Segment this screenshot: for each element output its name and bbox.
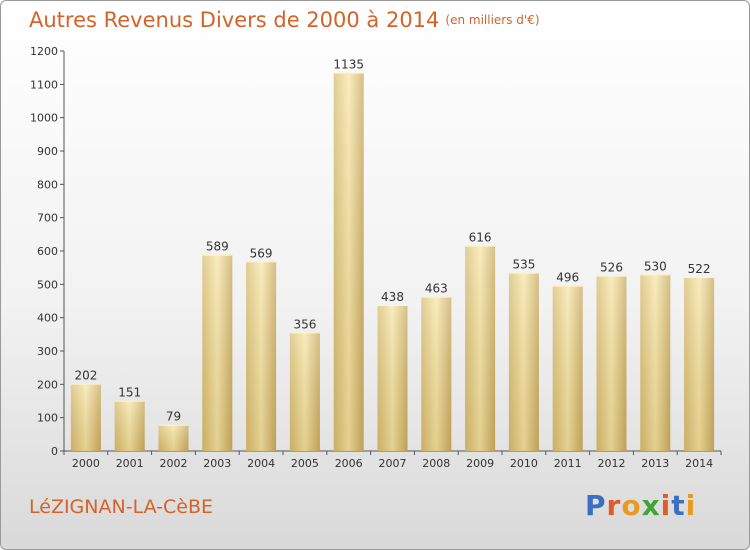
bar-value-label: 1135 — [333, 58, 364, 72]
bar-value-label: 496 — [556, 271, 579, 285]
bar-shade — [640, 274, 671, 451]
y-tick-label: 500 — [37, 278, 58, 291]
x-tick-label: 2006 — [335, 457, 363, 470]
x-tick-label: 2013 — [641, 457, 669, 470]
y-tick-label: 1000 — [30, 112, 58, 125]
bar-shade — [246, 261, 277, 451]
axes: 0 100 200 300 400 500 600 700 800 900 1000 1100 1200 — [30, 45, 722, 458]
bar-shade — [508, 272, 539, 451]
y-tick-label: 400 — [37, 312, 58, 325]
x-tick-label: 2000 — [72, 457, 100, 470]
logo-letter: o — [621, 489, 642, 522]
bar-shade — [70, 383, 101, 451]
x-tick-label: 2007 — [379, 457, 407, 470]
bar-value-label: 79 — [166, 410, 181, 424]
x-tick-label: 2008 — [422, 457, 450, 470]
bar-value-label: 438 — [381, 290, 404, 304]
bar-shade — [289, 332, 320, 451]
logo-letter: i — [685, 489, 697, 522]
bar-value-label: 530 — [644, 259, 667, 273]
bar-shade — [465, 245, 496, 451]
y-tick-label: 700 — [37, 212, 58, 225]
bar-value-label: 616 — [469, 231, 492, 245]
x-tick-label: 2009 — [466, 457, 494, 470]
title-unit: (en milliers d'€) — [445, 13, 540, 27]
bar-shade — [114, 400, 145, 451]
bar-shade — [202, 254, 233, 451]
title-text: Autres Revenus Divers de 2000 à 2014 — [29, 8, 440, 32]
bar-value-label: 202 — [74, 369, 97, 383]
logo-letter: r — [606, 489, 622, 522]
logo-letter: P — [585, 489, 607, 522]
bar-value-label: 151 — [118, 386, 141, 400]
x-tick-label: 2010 — [510, 457, 538, 470]
x-tick-label: 2012 — [598, 457, 626, 470]
y-tick-label: 100 — [37, 412, 58, 425]
bar-shade — [377, 305, 408, 451]
y-tick-label: 300 — [37, 345, 58, 358]
y-tick-label: 1200 — [30, 45, 58, 58]
x-tick-label: 2004 — [247, 457, 275, 470]
logo-letter: t — [671, 489, 686, 522]
x-tick-label: 2003 — [203, 457, 231, 470]
y-tick-label: 900 — [37, 145, 58, 158]
bar-value-label: 463 — [425, 282, 448, 296]
y-tick-label: 0 — [51, 445, 58, 458]
bars — [70, 72, 715, 452]
x-tick-label: 2002 — [160, 457, 188, 470]
x-tick-label: 2014 — [685, 457, 713, 470]
y-tick-label: 200 — [37, 378, 58, 391]
y-tick-label: 1100 — [30, 78, 58, 91]
y-tick-label: 800 — [37, 178, 58, 191]
bar-shade — [333, 72, 364, 452]
bar-value-label: 535 — [512, 258, 535, 272]
proxiti-logo: Proxiti — [585, 489, 696, 522]
data-labels: 202 2000 151 2001 79 2002 589 2003 569 2004 356 200… — [72, 58, 713, 470]
bar-value-label: 526 — [600, 261, 623, 275]
x-tick-label: 2011 — [554, 457, 582, 470]
bar-value-label: 356 — [293, 317, 316, 331]
bar-value-label: 522 — [688, 262, 711, 276]
bar-value-label: 569 — [250, 246, 273, 260]
chart-title: Autres Revenus Divers de 2000 à 2014 (en … — [29, 8, 540, 32]
bar-shade — [158, 424, 189, 451]
bar-shade — [421, 296, 452, 451]
bar-value-label: 589 — [206, 240, 229, 254]
x-tick-label: 2001 — [116, 457, 144, 470]
town-name: LéZIGNAN-LA-CèBE — [29, 496, 214, 518]
bar-shade — [596, 275, 627, 451]
logo-letter: x — [641, 489, 661, 522]
y-tick-label: 600 — [37, 245, 58, 258]
bar-shade — [552, 285, 583, 451]
bar-shade — [684, 277, 715, 451]
x-tick-label: 2005 — [291, 457, 319, 470]
logo-letter: i — [660, 489, 672, 522]
